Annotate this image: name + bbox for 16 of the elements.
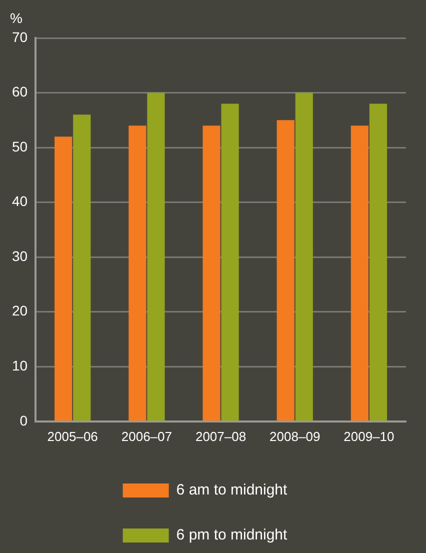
x-tick-label: 2007–08 xyxy=(195,428,246,444)
y-tick-label: 30 xyxy=(12,248,28,264)
x-tick-label: 2006–07 xyxy=(121,428,172,444)
y-tick-label: 20 xyxy=(12,302,28,319)
y-tick-label: 0 xyxy=(20,412,28,428)
y-tick-label: 70 xyxy=(12,28,28,45)
legend-label: 6 am to midnight xyxy=(176,482,288,499)
x-tick-label: 2005–06 xyxy=(47,428,98,444)
x-tick-label: 2008–09 xyxy=(270,428,320,444)
legend-label: 6 pm to midnight xyxy=(176,526,288,544)
y-tick-label: 10 xyxy=(12,357,28,374)
y-tick-label: 50 xyxy=(12,138,28,154)
x-tick-label: 2009–10 xyxy=(344,428,394,444)
y-tick-label: 60 xyxy=(12,84,28,100)
y-axis-title: % xyxy=(10,10,22,26)
y-tick-label: 40 xyxy=(12,193,28,210)
